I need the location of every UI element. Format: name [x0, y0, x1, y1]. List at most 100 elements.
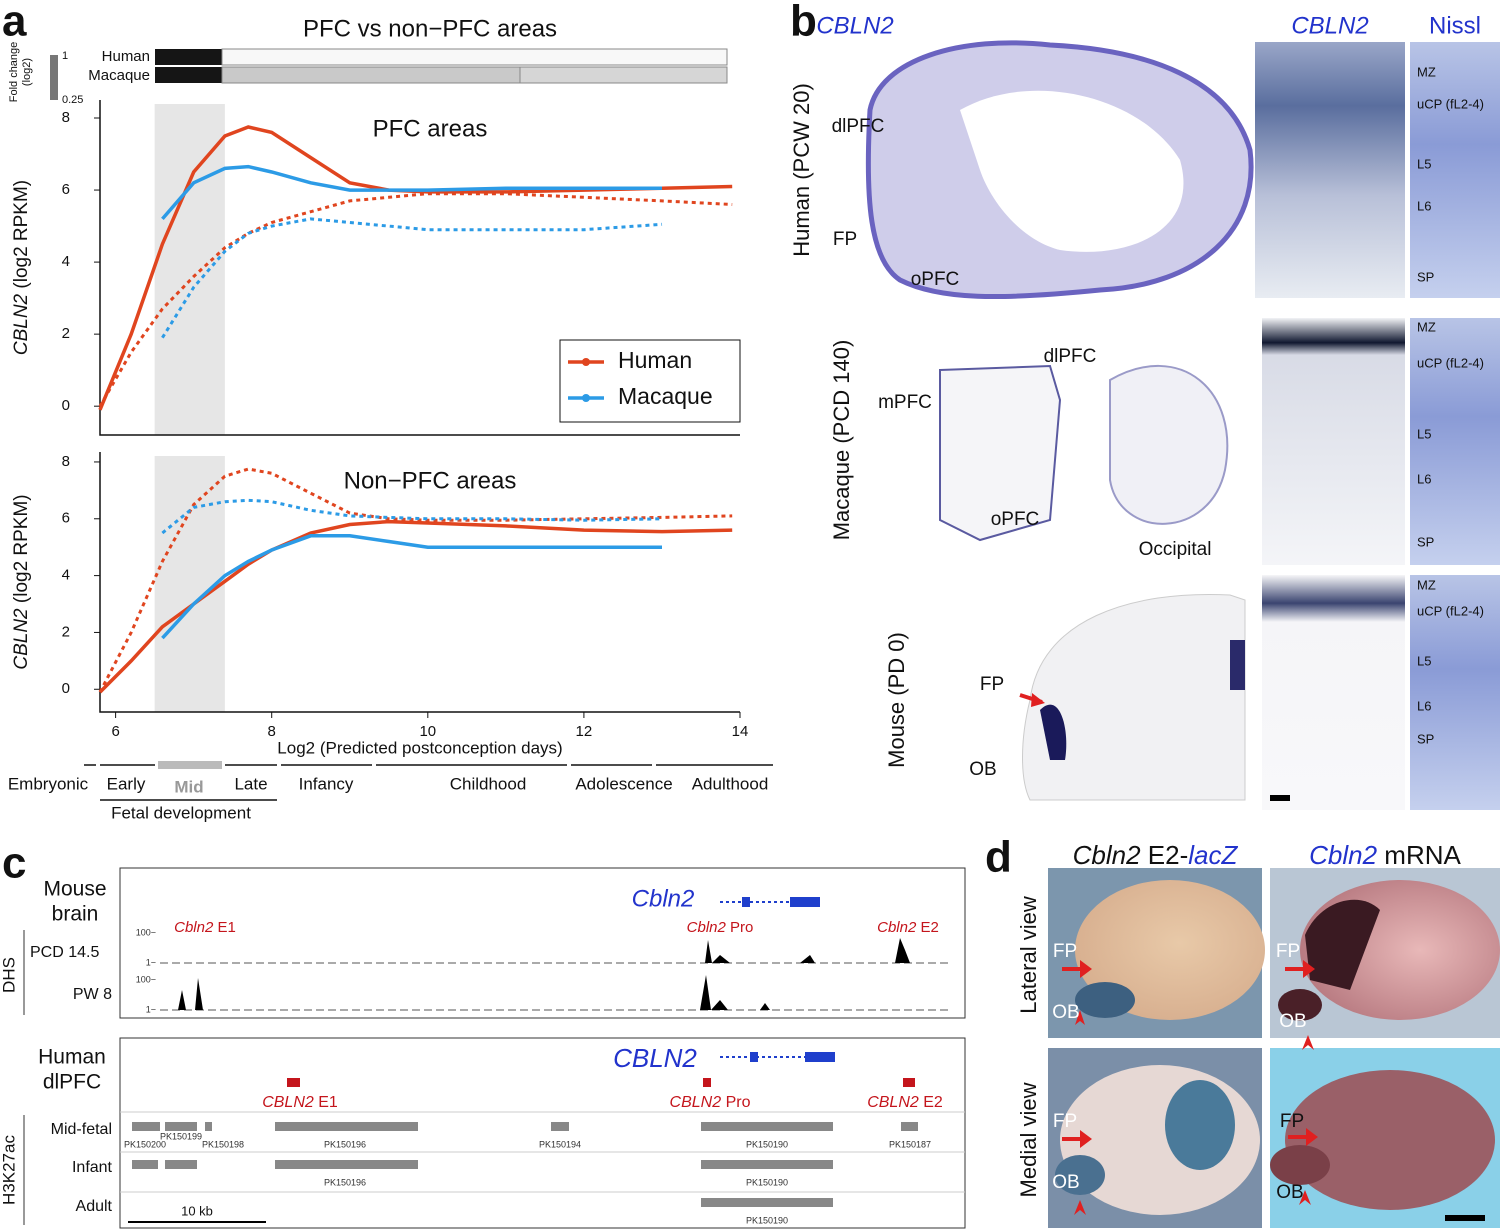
reporter: lacZ	[1188, 840, 1238, 870]
gene-name: CBLN2	[613, 1043, 697, 1073]
peak-label: PK150198	[202, 1139, 244, 1149]
region-label: OB	[969, 759, 996, 780]
x-tick-label: 12	[576, 723, 593, 740]
x-tick-label: 8	[268, 723, 276, 740]
decoration	[805, 1052, 835, 1062]
element-label: CBLN2 E1	[262, 1094, 338, 1111]
element-label: Cbln2 E2	[877, 919, 939, 936]
section-images	[865, 40, 1500, 810]
decoration	[1031, 693, 1045, 707]
decoration	[178, 975, 770, 1010]
dashed-line	[161, 217, 663, 339]
decoration	[701, 1122, 833, 1131]
gene: Cbln2	[877, 919, 917, 936]
column-title: Nissl	[1429, 12, 1481, 39]
legend-tick: 0.25	[62, 94, 83, 106]
construct: mRNA	[1384, 840, 1461, 870]
y-tick-label: 8	[62, 453, 70, 470]
gene-name: Cbln2	[632, 885, 695, 912]
decoration	[701, 1160, 833, 1169]
decoration	[1262, 318, 1405, 565]
x-axis-label: Log2 (Predicted postconception days)	[277, 738, 562, 757]
gene: Cbln2	[174, 919, 214, 936]
stage-label: Adulthood	[692, 774, 769, 793]
track-scale: 1−	[146, 1004, 156, 1014]
x-tick-label: 6	[111, 723, 119, 740]
decoration	[742, 897, 750, 907]
legend-label: Human	[618, 347, 692, 373]
region-label: oPFC	[911, 269, 960, 290]
decoration	[1285, 960, 1315, 978]
row-label: Mouse (PD 0)	[884, 632, 909, 768]
line	[98, 519, 733, 694]
track-scale: 100−	[136, 927, 156, 937]
y-tick-label: 2	[62, 325, 70, 342]
decoration	[1270, 1145, 1330, 1185]
decoration	[1074, 1200, 1086, 1215]
line	[161, 534, 662, 640]
construct: E2-	[1148, 840, 1188, 870]
layer-label: MZ	[1417, 319, 1436, 334]
decoration	[155, 49, 222, 65]
decoration	[1230, 640, 1245, 690]
sample-label: PW 8	[73, 986, 112, 1003]
sample-label: PCD 14.5	[30, 944, 99, 961]
decoration	[901, 1122, 918, 1131]
decoration	[1410, 42, 1500, 298]
column-title: CBLN2	[816, 12, 893, 39]
peak-label: PK150196	[324, 1139, 366, 1149]
gene: CBLN2	[670, 1094, 722, 1111]
decoration	[790, 897, 820, 907]
peak-label: PK150190	[746, 1139, 788, 1149]
region-label: dlPFC	[832, 116, 885, 137]
decoration	[903, 1078, 915, 1087]
element: Pro	[726, 1094, 751, 1111]
region-label: FP	[1053, 941, 1077, 962]
legend-label: Macaque	[618, 383, 713, 409]
decoration	[132, 1160, 158, 1169]
unit: (log2 RPKM)	[11, 494, 32, 603]
line	[161, 164, 662, 221]
decoration	[1109, 364, 1229, 525]
decoration	[1075, 1010, 1085, 1025]
heatmap-row-label: Macaque	[88, 67, 150, 84]
gene: Cbln2	[1073, 840, 1141, 870]
decoration	[1299, 1190, 1311, 1205]
track-title: Human	[38, 1046, 106, 1069]
decoration	[1410, 575, 1500, 810]
legend-tick: 1	[62, 50, 68, 62]
decoration	[703, 1078, 711, 1087]
layer-label: SP	[1417, 269, 1434, 284]
decoration	[1040, 704, 1067, 760]
legend-swatch	[582, 394, 590, 402]
legend-title: (log2)	[21, 58, 33, 86]
region-label: FP	[1053, 1111, 1077, 1132]
decoration	[50, 55, 58, 100]
decoration	[119, 1037, 966, 1229]
dashed-line	[161, 498, 663, 535]
panel-label: a	[2, 0, 27, 46]
decoration	[132, 1122, 160, 1131]
decoration	[1262, 575, 1405, 810]
layer-label: L6	[1417, 198, 1431, 213]
y-axis-label: CBLN2 (log2 RPKM)	[11, 180, 32, 355]
dashed-line	[98, 192, 733, 407]
gene: Cbln2	[1309, 840, 1377, 870]
decoration	[939, 364, 1062, 542]
sample-label: Infant	[72, 1159, 113, 1176]
element: E2	[921, 919, 939, 936]
scale-bar-label: 10 kb	[181, 1203, 213, 1218]
axis	[99, 100, 740, 436]
track-title: Mouse	[43, 878, 106, 901]
decoration	[1062, 960, 1092, 978]
region-label: oPFC	[991, 509, 1040, 530]
region-label: FP	[1276, 941, 1300, 962]
decoration	[1055, 1155, 1105, 1195]
decoration	[700, 938, 910, 963]
row-label: Medial view	[1016, 1082, 1041, 1197]
element-label: Cbln2 Pro	[687, 919, 754, 936]
decoration	[1062, 960, 1318, 1215]
region-label: OB	[1052, 1002, 1079, 1023]
decoration	[1255, 42, 1405, 298]
